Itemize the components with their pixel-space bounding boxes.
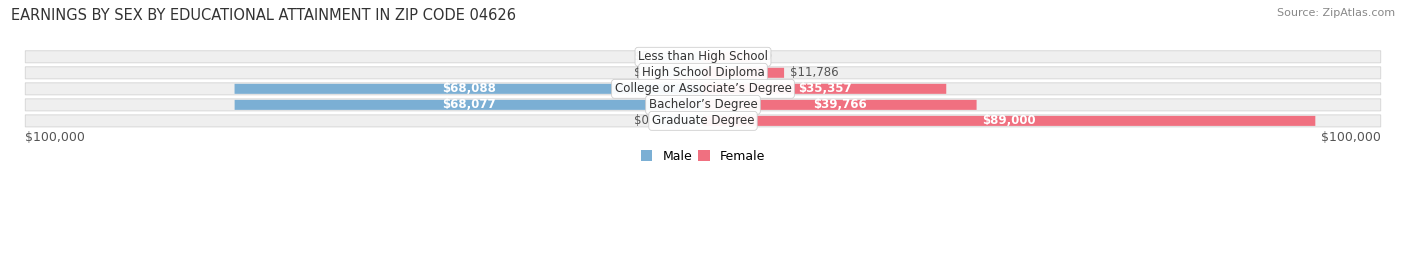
Text: $0: $0	[634, 114, 650, 127]
FancyBboxPatch shape	[235, 100, 703, 110]
Text: Graduate Degree: Graduate Degree	[652, 114, 754, 127]
FancyBboxPatch shape	[25, 67, 1381, 79]
FancyBboxPatch shape	[703, 116, 1316, 126]
Text: Less than High School: Less than High School	[638, 50, 768, 63]
Text: High School Diploma: High School Diploma	[641, 66, 765, 79]
Text: $100,000: $100,000	[1320, 131, 1381, 144]
Text: $68,077: $68,077	[441, 98, 496, 111]
Text: $100,000: $100,000	[25, 131, 86, 144]
FancyBboxPatch shape	[703, 100, 977, 110]
Text: Bachelor’s Degree: Bachelor’s Degree	[648, 98, 758, 111]
Text: $0: $0	[756, 50, 772, 63]
Text: $11,786: $11,786	[790, 66, 838, 79]
FancyBboxPatch shape	[25, 51, 1381, 63]
FancyBboxPatch shape	[25, 115, 1381, 127]
FancyBboxPatch shape	[703, 52, 751, 62]
Text: $0: $0	[634, 66, 650, 79]
Legend: Male, Female: Male, Female	[636, 145, 770, 168]
FancyBboxPatch shape	[655, 68, 703, 78]
FancyBboxPatch shape	[25, 83, 1381, 95]
Text: $89,000: $89,000	[983, 114, 1036, 127]
FancyBboxPatch shape	[655, 52, 703, 62]
FancyBboxPatch shape	[235, 84, 703, 94]
Text: EARNINGS BY SEX BY EDUCATIONAL ATTAINMENT IN ZIP CODE 04626: EARNINGS BY SEX BY EDUCATIONAL ATTAINMEN…	[11, 8, 516, 23]
Text: $39,766: $39,766	[813, 98, 866, 111]
Text: $68,088: $68,088	[441, 82, 496, 95]
Text: College or Associate’s Degree: College or Associate’s Degree	[614, 82, 792, 95]
FancyBboxPatch shape	[703, 84, 946, 94]
Text: $0: $0	[634, 50, 650, 63]
FancyBboxPatch shape	[655, 116, 703, 126]
Text: $35,357: $35,357	[797, 82, 852, 95]
FancyBboxPatch shape	[25, 99, 1381, 111]
FancyBboxPatch shape	[703, 68, 785, 78]
Text: Source: ZipAtlas.com: Source: ZipAtlas.com	[1277, 8, 1395, 18]
